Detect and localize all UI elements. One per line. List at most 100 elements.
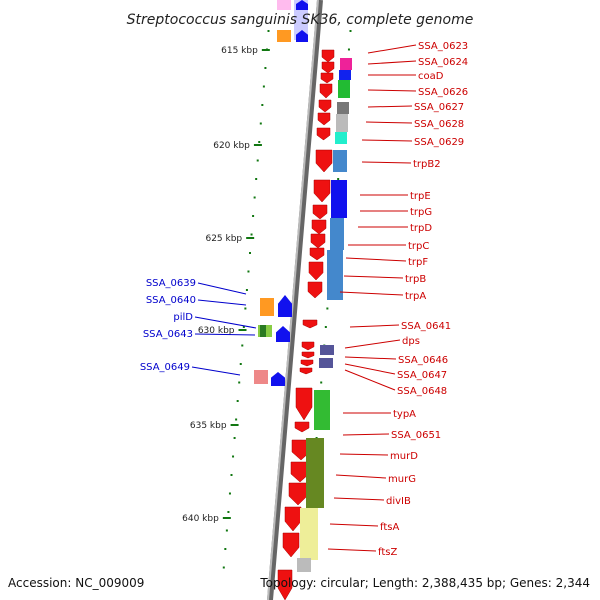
gene-block — [333, 150, 347, 172]
forward-gene-arrow — [299, 367, 313, 375]
gene-features — [254, 0, 352, 600]
forward-gene-arrow — [277, 569, 293, 600]
forward-gene-arrow — [313, 179, 331, 203]
guide-dot — [261, 104, 264, 106]
forward-gene-arrow — [294, 421, 310, 433]
leader-line — [367, 105, 413, 108]
leader-line — [327, 548, 377, 552]
gene-block — [339, 70, 351, 80]
guide-dot — [349, 30, 352, 32]
gene-block — [335, 132, 347, 144]
leader-line — [342, 433, 390, 436]
leader-line — [361, 161, 412, 164]
guide-dot — [247, 270, 250, 273]
right-gene-label: dps — [402, 336, 420, 347]
gene-labels: SSA_0623 SSA_0624 coaD SSA_0626 SSA_0627 SSA_… — [140, 41, 468, 558]
forward-gene-arrow — [308, 261, 324, 281]
guide-dot — [252, 215, 255, 217]
forward-gene-arrow — [284, 506, 302, 532]
leader-line — [367, 44, 417, 54]
leader-line — [361, 139, 413, 142]
forward-gene-arrow — [320, 72, 334, 84]
forward-gene-arrow — [319, 83, 333, 99]
gene-block — [338, 80, 350, 98]
leader-line — [345, 257, 407, 262]
guide-dot — [228, 492, 231, 495]
scale-label: 625 kbp — [205, 234, 242, 244]
leader-line — [197, 299, 247, 306]
guide-dot — [244, 307, 247, 310]
leader-line — [344, 363, 396, 375]
right-gene-label: coaD — [418, 71, 444, 82]
scale-label: 640 kbp — [182, 514, 219, 524]
gene-block — [314, 390, 330, 430]
reverse-gene-arrow — [296, 30, 308, 42]
right-gene-label: SSA_0651 — [391, 430, 441, 441]
forward-gene-arrow — [315, 149, 333, 173]
guide-dot — [347, 48, 350, 51]
gene-block — [330, 218, 344, 250]
guide-dot — [326, 307, 329, 310]
gene-block — [337, 102, 349, 114]
forward-gene-arrow — [302, 319, 318, 329]
leader-line — [197, 282, 247, 295]
left-gene-label: SSA_0649 — [140, 362, 190, 373]
guide-dot — [241, 344, 244, 347]
scale-ruler: 615 kbp 620 kbp 625 kbp 630 kbp 635 kbp 640 k… — [182, 46, 270, 524]
forward-gene-arrow — [288, 482, 308, 506]
guide-dot — [324, 326, 327, 328]
leader-line — [344, 369, 396, 391]
forward-gene-arrow — [310, 233, 326, 249]
guide-dot — [239, 363, 242, 365]
gene-block — [327, 250, 343, 300]
gene-block — [277, 30, 291, 42]
leader-line — [339, 291, 404, 296]
right-gene-label: SSA_0623 — [418, 41, 468, 52]
gene-block — [336, 114, 348, 132]
leader-line — [329, 523, 379, 527]
forward-gene-arrow — [312, 204, 328, 220]
scale-label: 620 kbp — [213, 141, 250, 151]
forward-gene-arrow — [316, 127, 331, 141]
right-gene-label: SSA_0629 — [414, 137, 464, 148]
leader-line — [349, 324, 400, 328]
gene-block — [340, 58, 352, 70]
guide-dot — [267, 30, 270, 32]
gene-block — [297, 558, 311, 572]
guide-dot — [262, 85, 265, 88]
gene-block — [319, 358, 333, 368]
leader-line — [194, 333, 256, 336]
guide-dot — [230, 474, 233, 476]
map-title: Streptococcus sanguinis SK36, complete g… — [127, 12, 474, 28]
guide-dot — [235, 418, 238, 421]
topology-text: Topology: circular; Length: 2,388,435 bp… — [259, 576, 590, 590]
right-gene-label: trpB2 — [413, 159, 441, 170]
gene-block — [306, 438, 324, 508]
gene-block — [260, 298, 274, 316]
left-gene-label: SSA_0639 — [146, 278, 196, 289]
guide-dot — [242, 326, 245, 328]
guide-dot — [256, 159, 259, 162]
leader-line — [194, 316, 257, 329]
right-gene-label: trpG — [410, 207, 432, 218]
right-gene-label: SSA_0648 — [397, 386, 447, 397]
tick-dots-left — [222, 30, 270, 569]
left-gene-label: pilD — [173, 312, 193, 323]
reverse-gene-arrow — [296, 0, 308, 10]
right-gene-label: trpE — [410, 191, 431, 202]
leader-line — [339, 453, 389, 456]
right-gene-label: SSA_0626 — [418, 87, 468, 98]
leader-line — [191, 366, 241, 376]
genome-backbone-highlight — [267, 0, 319, 600]
guide-dot — [232, 455, 235, 458]
right-gene-label: trpA — [405, 291, 426, 302]
leader-line — [367, 60, 417, 65]
label-leaders — [191, 44, 417, 552]
gene-block — [277, 0, 291, 10]
forward-gene-arrow — [300, 359, 314, 367]
right-gene-label: trpB — [405, 274, 426, 285]
right-gene-label: typA — [393, 409, 416, 420]
right-gene-label: murG — [388, 474, 416, 485]
leader-line — [343, 275, 404, 279]
